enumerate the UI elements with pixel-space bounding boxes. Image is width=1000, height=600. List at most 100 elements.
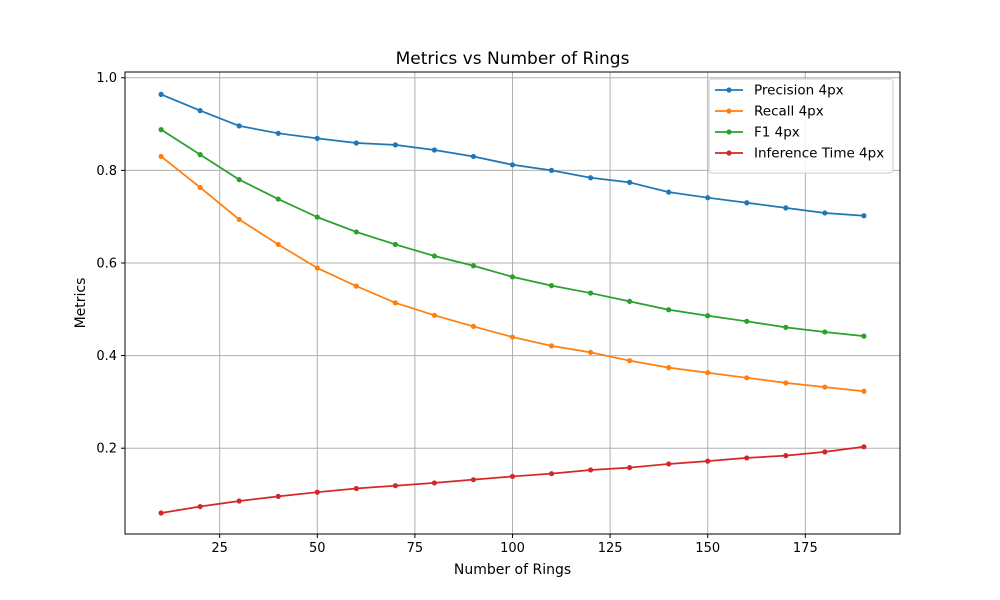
data-point-precision-4px (627, 179, 633, 185)
y-axis-title: Metrics (73, 278, 89, 329)
data-point-precision-4px (314, 135, 320, 142)
data-point-recall-4px (470, 323, 477, 330)
data-point-recall-4px (548, 343, 555, 349)
legend-entry: Inference Time 4px (715, 146, 884, 162)
data-point-inference-time-4px (392, 483, 398, 489)
data-point-f1-4px (627, 298, 633, 305)
data-point-f1-4px (353, 229, 359, 235)
series-f1-4px (158, 127, 867, 339)
data-point-recall-4px (783, 380, 789, 386)
legend-marker (726, 150, 732, 156)
data-point-f1-4px (314, 214, 320, 220)
data-point-precision-4px (236, 123, 242, 129)
y-tick-label: 0.6 (96, 256, 117, 271)
x-axis-title: Number of Rings (454, 562, 571, 578)
series-precision-4px (158, 91, 867, 219)
data-point-recall-4px (353, 283, 359, 289)
series-inference-time-4px (158, 444, 867, 516)
y-tick-label: 0.2 (96, 442, 117, 457)
data-point-precision-4px (275, 130, 281, 136)
data-point-recall-4px (822, 384, 828, 390)
x-tick-label: 100 (500, 541, 525, 556)
data-point-precision-4px (548, 167, 555, 173)
x-tick-label: 50 (309, 541, 326, 556)
x-tick-label: 75 (407, 541, 424, 556)
data-point-inference-time-4px (666, 461, 672, 467)
data-point-f1-4px (861, 333, 867, 339)
data-point-f1-4px (158, 127, 164, 133)
y-tick-label: 0.8 (96, 164, 117, 179)
y-tick-label: 1.0 (96, 71, 117, 86)
data-point-recall-4px (587, 349, 594, 355)
data-point-precision-4px (861, 213, 867, 219)
data-point-recall-4px (861, 388, 867, 394)
series-recall-4px (158, 153, 867, 394)
data-point-recall-4px (705, 370, 711, 376)
x-tick-label: 125 (598, 541, 623, 556)
legend-label: F1 4px (754, 125, 800, 141)
data-point-f1-4px (392, 241, 398, 248)
data-point-precision-4px (822, 210, 828, 216)
data-point-inference-time-4px (431, 480, 438, 486)
data-point-f1-4px (509, 274, 516, 280)
data-point-precision-4px (509, 162, 516, 168)
data-point-inference-time-4px (627, 465, 633, 471)
data-point-inference-time-4px (861, 444, 867, 450)
legend-entry: Precision 4px (715, 83, 844, 99)
legend-label: Precision 4px (754, 83, 844, 99)
axis-ticks: 25 50 75 100 125 150 175 0.2 0.4 0.6 0.8 1.0 (96, 71, 817, 556)
data-point-inference-time-4px (548, 471, 555, 477)
data-point-precision-4px (666, 189, 672, 195)
data-point-recall-4px (744, 375, 750, 381)
data-point-inference-time-4px (353, 485, 359, 492)
data-point-f1-4px (705, 313, 711, 319)
legend-marker (726, 108, 732, 114)
legend-label: Inference Time 4px (754, 146, 884, 162)
data-point-recall-4px (275, 241, 281, 248)
data-point-inference-time-4px (509, 473, 516, 480)
data-point-inference-time-4px (705, 458, 711, 464)
data-point-inference-time-4px (470, 477, 477, 483)
data-point-inference-time-4px (236, 498, 242, 504)
legend-marker (726, 129, 732, 135)
data-point-precision-4px (197, 108, 203, 114)
data-point-recall-4px (627, 358, 633, 364)
chart-title: Metrics vs Number of Rings (396, 49, 630, 69)
data-point-inference-time-4px (314, 489, 320, 495)
data-point-inference-time-4px (822, 449, 828, 455)
data-point-precision-4px (587, 175, 594, 181)
legend: Precision 4px Recall 4px F1 4px Inference T… (708, 78, 894, 174)
data-point-f1-4px (822, 329, 828, 335)
data-point-inference-time-4px (158, 510, 164, 516)
data-point-inference-time-4px (587, 467, 594, 473)
data-point-f1-4px (275, 196, 281, 202)
data-point-f1-4px (744, 318, 750, 324)
data-point-f1-4px (548, 283, 555, 289)
legend-entry: F1 4px (715, 125, 800, 141)
legend-box (708, 78, 894, 174)
data-point-inference-time-4px (783, 453, 789, 459)
data-point-precision-4px (392, 142, 398, 148)
data-point-inference-time-4px (275, 493, 281, 499)
data-point-f1-4px (666, 307, 672, 313)
data-point-precision-4px (353, 140, 359, 146)
data-point-f1-4px (431, 253, 438, 259)
data-point-precision-4px (705, 195, 711, 201)
x-tick-label: 25 (211, 541, 228, 556)
data-point-inference-time-4px (197, 503, 203, 510)
data-point-inference-time-4px (744, 455, 750, 461)
data-point-f1-4px (783, 324, 789, 330)
data-point-recall-4px (431, 312, 438, 318)
data-point-precision-4px (744, 200, 750, 206)
data-point-precision-4px (431, 147, 438, 153)
legend-label: Recall 4px (754, 104, 824, 120)
data-point-recall-4px (509, 334, 516, 340)
data-point-recall-4px (314, 265, 320, 271)
data-point-f1-4px (197, 152, 203, 158)
y-tick-label: 0.4 (96, 349, 117, 364)
series-layer (158, 91, 867, 516)
data-point-recall-4px (236, 216, 242, 223)
x-tick-label: 150 (695, 541, 720, 556)
data-point-recall-4px (666, 365, 672, 371)
